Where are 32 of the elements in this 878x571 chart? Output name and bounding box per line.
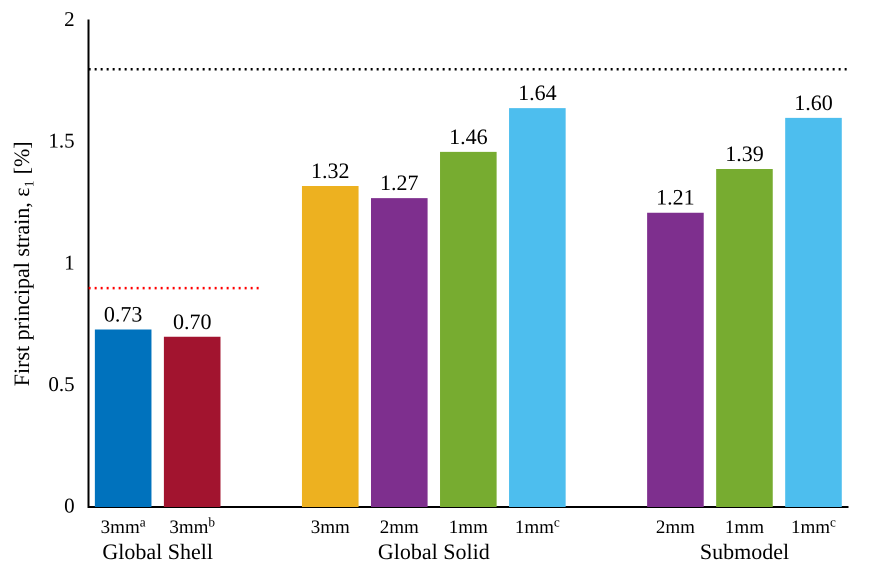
bar [785, 118, 842, 507]
text: Global Shell [102, 539, 213, 564]
x-tick-label: 2mm [656, 517, 696, 538]
bar [302, 186, 359, 507]
y-tick-label: 0 [64, 494, 75, 518]
bar [94, 329, 152, 507]
data-label: 0.70 [172, 308, 212, 334]
x-tick-label: 1mm [724, 517, 764, 538]
x-tick-label: 3mm [310, 517, 350, 538]
text: Submodel [700, 539, 790, 564]
bar [647, 212, 704, 507]
x-tick-label: 2mm [380, 517, 420, 538]
data-label: 0.73 [104, 301, 142, 326]
data-label: 1.32 [311, 158, 350, 183]
data-label: 1.46 [449, 124, 488, 149]
data-label: 1.60 [794, 90, 833, 115]
bar [164, 336, 220, 507]
data-label: 1.21 [656, 184, 695, 210]
data-label: 1.39 [725, 140, 764, 166]
bar [509, 108, 566, 507]
bar [440, 152, 497, 507]
y-axis-title: First principal strain, ε₁ [%] [8, 141, 34, 386]
x-tick-label: 1mm [448, 517, 488, 538]
data-label: 1.27 [380, 170, 419, 196]
y-tick-label: 2 [64, 7, 75, 32]
text: Global Solid [378, 539, 490, 564]
y-tick-label: 1.5 [48, 128, 75, 153]
y-tick-label: 1 [64, 250, 75, 274]
y-tick-label: 0.5 [48, 372, 75, 396]
bar [716, 168, 773, 507]
data-label: 1.64 [518, 80, 557, 106]
bar [370, 198, 428, 507]
